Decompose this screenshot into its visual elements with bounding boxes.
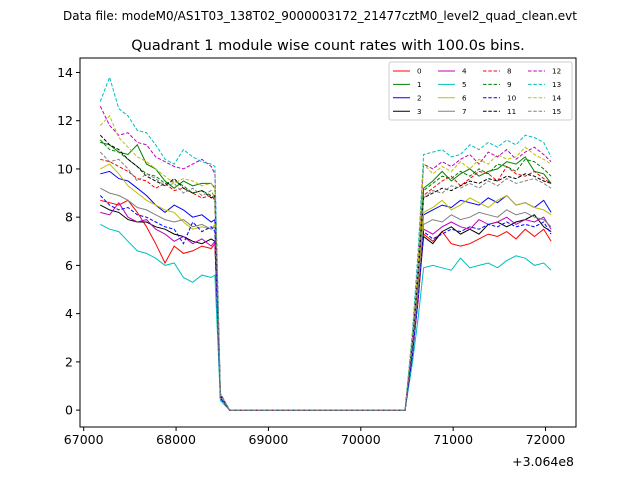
legend-label-3: 3: [417, 107, 422, 116]
series-line-15: [99, 151, 552, 411]
y-tick-label-6: 6: [65, 258, 73, 273]
legend-label-14: 14: [552, 93, 562, 102]
x-tick-label-68000: 68000: [156, 432, 196, 447]
legend-label-2: 2: [417, 93, 422, 102]
y-tick-label-8: 8: [65, 210, 73, 225]
y-tick-label-14: 14: [57, 65, 73, 80]
legend-label-5: 5: [462, 80, 467, 89]
legend-frame: [388, 61, 573, 121]
y-tick-label-0: 0: [65, 403, 73, 418]
legend-label-4: 4: [462, 67, 467, 76]
legend-label-10: 10: [507, 93, 517, 102]
legend-label-15: 15: [552, 107, 561, 116]
x-tick-label-70000: 70000: [341, 432, 381, 447]
y-tick-label-10: 10: [57, 161, 73, 176]
legend-label-9: 9: [507, 80, 512, 89]
legend-label-0: 0: [417, 67, 422, 76]
series-line-10: [99, 195, 552, 411]
plot-area: [99, 75, 552, 411]
legend-label-7: 7: [462, 107, 467, 116]
legend-label-12: 12: [552, 67, 561, 76]
legend-label-11: 11: [507, 107, 516, 116]
legend-label-6: 6: [462, 93, 467, 102]
y-tick-label-4: 4: [65, 306, 73, 321]
x-tick-label-71000: 71000: [433, 432, 473, 447]
y-tick-label-2: 2: [65, 354, 73, 369]
y-tick-label-12: 12: [57, 113, 73, 128]
axes-frame: [79, 57, 577, 428]
x-tick-label-67000: 67000: [64, 432, 104, 447]
legend-label-8: 8: [507, 67, 512, 76]
x-tick-label-69000: 69000: [249, 432, 289, 447]
chart-title: Quadrant 1 module wise count rates with …: [131, 38, 525, 54]
x-tick-label-72000: 72000: [526, 432, 566, 447]
x-offset-label: +3.064e8: [512, 454, 574, 469]
axes: 67000 68000 69000 70000 71000 720000246810121…: [57, 57, 577, 447]
chart-suptitle: Data file: modeM0/AS1T03_138T02_90000031…: [63, 9, 577, 23]
legend-label-13: 13: [552, 80, 561, 89]
legend-label-1: 1: [417, 80, 422, 89]
